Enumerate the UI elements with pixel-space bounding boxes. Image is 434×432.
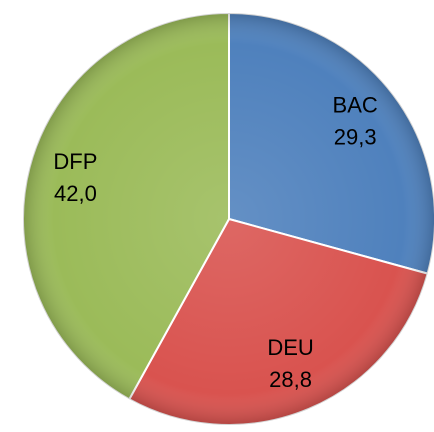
slice-value-label: 28,8 xyxy=(269,367,312,392)
slice-value-label: 42,0 xyxy=(54,181,97,206)
slice-category-label: DEU xyxy=(267,335,313,360)
labels: BAC 29,3 DEU 28,8 DFP 42,0 xyxy=(53,93,377,392)
pie xyxy=(22,11,434,426)
slice-value-label: 29,3 xyxy=(334,125,377,150)
slice-category-label: BAC xyxy=(333,93,378,118)
slice-category-label: DFP xyxy=(53,149,97,174)
